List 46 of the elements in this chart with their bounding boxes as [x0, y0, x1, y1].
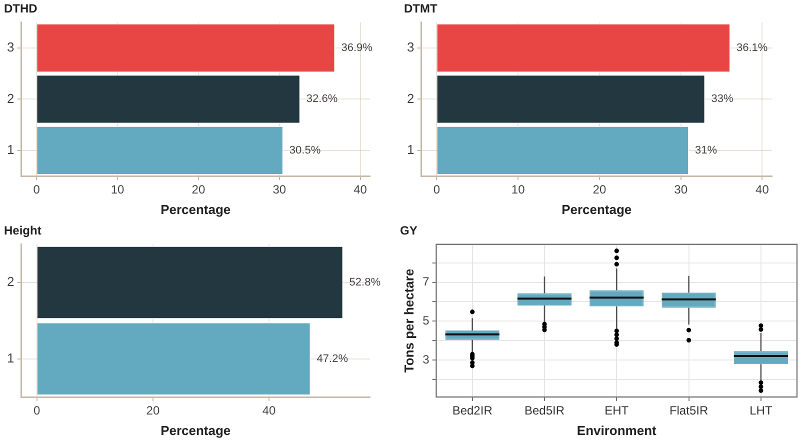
data-label: 30.5% — [289, 144, 321, 156]
x-axis-title: Environment — [576, 422, 658, 438]
x-tick-label: 40 — [756, 182, 770, 197]
data-label: 31% — [694, 144, 718, 156]
y-tick-label: 1 — [406, 142, 414, 157]
data-label: 47.2% — [316, 352, 348, 365]
x-tick-label: 40 — [354, 182, 368, 197]
x-tick-label: Flat5IR — [669, 404, 708, 418]
y-tick-label: 3 — [406, 40, 414, 55]
x-axis-title: Percentage — [562, 202, 632, 217]
chart-title: Height — [4, 224, 42, 238]
x-tick-label: LHT — [750, 404, 773, 418]
y-tick-label: 2 — [6, 274, 14, 290]
x-tick-label: Bed2IR — [452, 404, 493, 418]
y-tick-label: 3 — [6, 40, 14, 55]
y-tick-label: 1 — [6, 142, 14, 157]
y-tick-label: 2 — [6, 90, 14, 106]
x-tick-label: 0 — [433, 182, 440, 197]
data-label: 36.1% — [736, 42, 768, 54]
chart-title: DTMT — [404, 2, 438, 16]
x-tick-label: 0 — [33, 182, 40, 197]
chart-title: DTHD — [4, 2, 38, 16]
y-tick-label: 7 — [422, 274, 430, 289]
y-tick-label: 5 — [422, 314, 430, 328]
data-label: 52.8% — [349, 276, 381, 289]
y-tick-label: 1 — [6, 350, 14, 366]
x-tick-label: 10 — [511, 182, 526, 197]
x-tick-label: 20 — [592, 182, 606, 197]
x-tick-label: 0 — [34, 404, 41, 418]
x-tick-label: EHT — [604, 404, 630, 418]
chart-title: GY — [400, 224, 418, 238]
x-axis-title: Percentage — [160, 202, 231, 217]
y-axis-title: Tons per hectare — [401, 268, 416, 373]
data-label: 33% — [711, 93, 734, 106]
y-tick-label: 2 — [406, 90, 414, 106]
y-tick-label: 3 — [422, 352, 430, 366]
x-tick-label: Bed5IR — [524, 404, 565, 418]
x-tick-label: 20 — [192, 182, 206, 197]
x-tick-label: 20 — [146, 404, 160, 418]
x-tick-label: 10 — [110, 182, 125, 197]
x-tick-label: 30 — [272, 182, 286, 197]
x-axis-title: Percentage — [160, 422, 231, 438]
data-label: 36.9% — [341, 42, 373, 54]
x-tick-label: 30 — [674, 182, 688, 197]
x-tick-label: 40 — [262, 404, 276, 418]
data-label: 32.6% — [306, 93, 338, 106]
